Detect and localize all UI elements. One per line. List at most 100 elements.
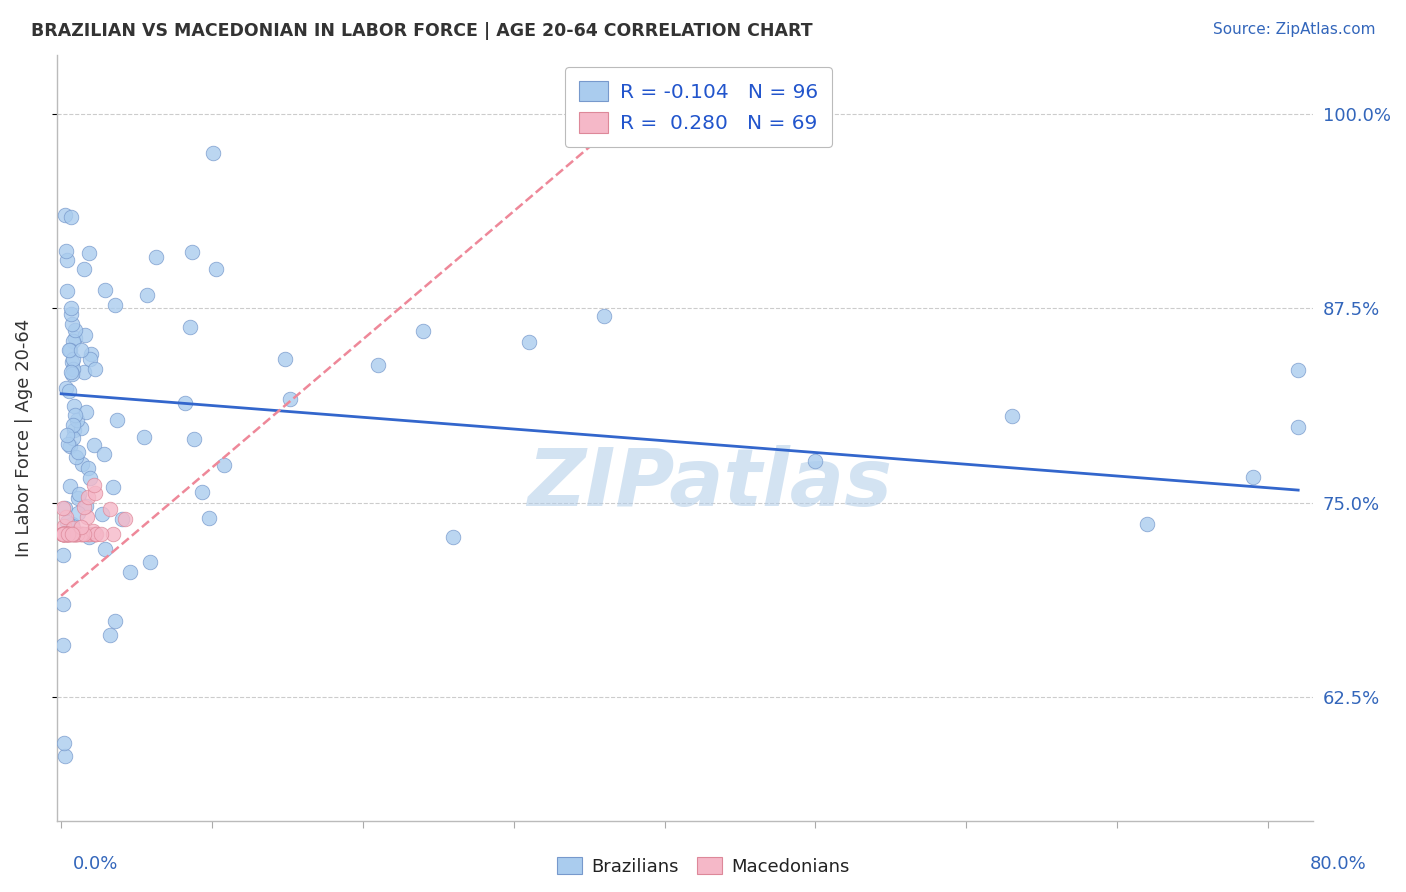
Point [79,347,101,361]
Point [59,301,82,316]
Point [181,245,204,260]
Point [75,328,97,343]
Point [52,526,75,541]
Point [56,526,79,541]
Point [75,499,97,513]
Text: ZIPatlas: ZIPatlas [527,445,893,523]
Point [76,461,98,475]
Point [56,526,79,541]
Point [63,526,86,541]
Point [84,526,107,541]
Point [62,526,84,541]
Point [183,433,205,447]
Point [139,555,162,569]
Point [53,526,76,541]
Point [60,526,83,541]
Point [52,526,75,541]
Point [1241,470,1264,484]
Point [58,526,80,541]
Point [73,262,96,277]
Point [52,526,75,541]
Point [60,354,83,368]
Point [52,597,75,611]
Point [52,519,75,533]
Point [62,362,84,376]
Point [52,526,75,541]
Point [55,526,77,541]
Point [79,351,101,366]
Point [104,614,127,628]
Point [93,542,115,557]
Point [56,284,79,298]
Point [76,509,98,524]
Y-axis label: In Labor Force | Age 20-64: In Labor Force | Age 20-64 [15,319,32,558]
Point [98,627,121,641]
Point [53,526,76,541]
Point [60,516,83,531]
Point [93,447,115,461]
Point [58,479,80,493]
Point [58,343,80,357]
Point [67,487,90,501]
Point [66,445,89,459]
Point [212,458,235,473]
Point [179,320,201,334]
Point [59,526,82,541]
Point [77,530,100,544]
Point [84,526,107,541]
Point [55,526,77,541]
Text: 0.0%: 0.0% [73,855,118,872]
Point [56,437,79,451]
Point [83,526,105,541]
Point [56,526,79,541]
Text: 80.0%: 80.0% [1310,855,1367,872]
Point [77,490,100,504]
Point [52,736,75,750]
Point [55,509,77,524]
Point [82,524,104,539]
Point [66,526,89,541]
Text: BRAZILIAN VS MACEDONIAN IN LABOR FORCE | AGE 20-64 CORRELATION CHART: BRAZILIAN VS MACEDONIAN IN LABOR FORCE |… [31,22,813,40]
Point [83,361,105,376]
Point [65,412,87,426]
Point [205,261,228,276]
Point [1136,516,1159,531]
Point [55,244,77,259]
Point [55,381,77,395]
Point [72,526,94,541]
Point [83,437,105,451]
Point [198,511,221,525]
Point [62,399,84,413]
Point [62,417,84,432]
Point [70,519,93,533]
Point [79,470,101,484]
Point [278,392,301,406]
Point [60,317,83,331]
Point [56,526,79,541]
Point [56,526,79,541]
Point [59,439,82,453]
Point [111,512,134,526]
Point [62,521,84,535]
Point [52,526,75,541]
Point [65,450,87,465]
Point [1000,409,1022,423]
Point [274,352,297,367]
Point [62,334,84,349]
Point [59,526,82,541]
Point [62,352,84,367]
Point [67,526,90,541]
Point [60,526,83,541]
Point [60,368,83,382]
Point [69,343,91,357]
Point [55,209,77,223]
Point [52,526,75,541]
Point [804,454,827,468]
Point [70,457,93,471]
Point [79,526,101,541]
Point [517,334,540,349]
Point [412,324,434,338]
Point [63,323,86,337]
Point [83,478,105,492]
Point [58,384,80,398]
